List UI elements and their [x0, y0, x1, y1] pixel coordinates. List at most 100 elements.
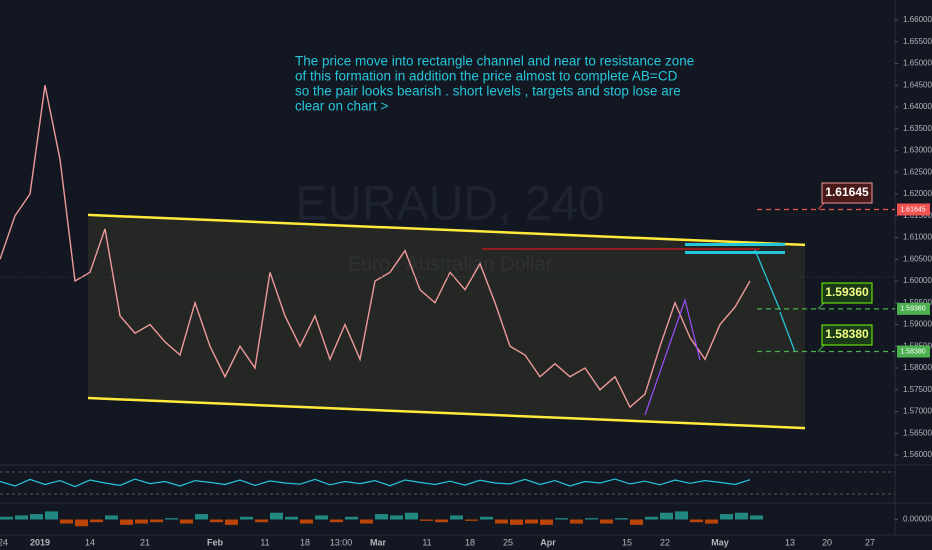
- x-tick-label: 13:00: [330, 537, 353, 547]
- y-tick-label: 1.58000: [903, 363, 932, 372]
- histogram-bar: [180, 519, 193, 524]
- x-tick-label: 15: [622, 537, 632, 547]
- price-line: [0, 85, 751, 409]
- x-tick-label: Apr: [540, 537, 556, 547]
- annotation-line: of this formation in addition the price …: [295, 69, 678, 84]
- resistance-zone: [685, 251, 785, 254]
- histogram-bar: [225, 519, 238, 525]
- histogram-bar: [720, 514, 733, 520]
- histogram-bar: [315, 515, 328, 520]
- histogram-bar: [405, 512, 418, 520]
- level-label: 1.58380: [825, 327, 869, 341]
- x-tick-label: May: [711, 537, 729, 547]
- histogram-bar: [660, 512, 673, 520]
- main-pane: [0, 85, 806, 430]
- x-tick-label: 13: [785, 537, 795, 547]
- histogram-bar: [690, 519, 703, 523]
- y-tick-label: 1.65000: [903, 59, 932, 68]
- y-tick-label: 1.61000: [903, 233, 932, 242]
- annotation: The price move into rectangle channel an…: [295, 54, 694, 114]
- histogram-bar: [240, 516, 253, 520]
- y-tick-label: 1.63500: [903, 124, 932, 133]
- level-label: 1.59360: [825, 285, 869, 299]
- histogram-bar: [360, 519, 373, 524]
- histogram-bar: [135, 519, 148, 524]
- x-tick-label: 2019: [30, 537, 50, 547]
- histogram-bar: [300, 519, 313, 524]
- histogram-bar: [120, 519, 133, 525]
- channel-fill: [88, 214, 805, 429]
- histogram-bar: [675, 511, 688, 520]
- histogram-bar: [600, 519, 613, 524]
- axis-tag: [897, 345, 930, 358]
- histogram-bar: [615, 518, 628, 520]
- x-tick-label: 11: [260, 537, 269, 547]
- histogram-bar: [630, 519, 643, 525]
- histogram-bar: [570, 519, 583, 524]
- histogram-bar: [60, 519, 73, 524]
- x-tick-label: 21: [140, 537, 150, 547]
- histogram-bar: [735, 512, 748, 520]
- channel-upper: [87, 213, 806, 247]
- level-box: [821, 282, 873, 304]
- channel-lower: [87, 396, 806, 430]
- y-tick-label: 1.63000: [903, 146, 932, 155]
- histogram-bar: [0, 516, 13, 520]
- hist-axis-label: 0.00000: [903, 515, 932, 524]
- x-tick-label: 18: [300, 537, 310, 547]
- histogram-bar: [705, 519, 718, 524]
- level-label: 1.61645: [825, 185, 869, 199]
- histogram-bar: [15, 515, 28, 520]
- x-tick-label: 14: [85, 537, 95, 547]
- y-tick-label: 1.66000: [903, 15, 932, 24]
- y-tick-label: 1.62500: [903, 167, 932, 176]
- histogram-bar: [375, 514, 388, 520]
- histogram-bar: [150, 519, 163, 523]
- histogram-bar: [345, 516, 358, 520]
- y-tick-label: 1.56000: [903, 450, 932, 459]
- x-tick-label: 11: [422, 537, 431, 547]
- histogram-bar: [480, 516, 493, 520]
- y-tick-label: 1.56500: [903, 428, 932, 437]
- histogram-bar: [420, 519, 433, 521]
- histogram-bar: [75, 519, 88, 527]
- histogram-bar: [645, 516, 658, 520]
- x-tick-label: Mar: [370, 537, 387, 547]
- histogram-bar: [255, 519, 268, 523]
- annotation-line: clear on chart >: [295, 99, 389, 114]
- abcd-line: [644, 297, 701, 416]
- y-tick-label: 1.59500: [903, 298, 932, 307]
- axis-tag: [897, 203, 930, 216]
- histogram-bar: [585, 518, 598, 520]
- y-tick-label: 1.64500: [903, 80, 932, 89]
- histogram-bar: [90, 519, 103, 523]
- y-tick-label: 1.57000: [903, 407, 932, 416]
- y-tick-label: 1.59000: [903, 320, 932, 329]
- y-tick-label: 1.65500: [903, 37, 932, 46]
- axis-tag-label: 1.59360: [900, 306, 925, 313]
- histogram-bar: [495, 519, 508, 524]
- y-tick-label: 1.60500: [903, 254, 932, 263]
- histogram-bar: [390, 515, 403, 520]
- watermark: EURAUD, 240: [295, 178, 604, 231]
- rsi-line: [0, 478, 751, 488]
- histogram-bar: [450, 515, 463, 520]
- y-tick-label: 1.60000: [903, 276, 932, 285]
- y-tick-label: 1.64000: [903, 102, 932, 111]
- x-tick-label: Feb: [207, 537, 224, 547]
- projection-arrow: [779, 311, 796, 353]
- x-tick-label: 22: [660, 537, 670, 547]
- x-tick-label: 27: [865, 537, 875, 547]
- histogram-bar: [540, 519, 553, 525]
- annotation-line: The price move into rectangle channel an…: [295, 54, 694, 69]
- y-tick-label: 1.57500: [903, 385, 932, 394]
- histogram-bar: [555, 518, 568, 520]
- histogram-bar: [165, 518, 178, 520]
- annotation-line: so the pair looks bearish . short levels…: [295, 84, 681, 99]
- histogram-bar: [45, 511, 58, 520]
- level-box: [821, 182, 873, 204]
- axis-tag-label: 1.61645: [900, 206, 925, 213]
- histogram-bar: [465, 519, 478, 521]
